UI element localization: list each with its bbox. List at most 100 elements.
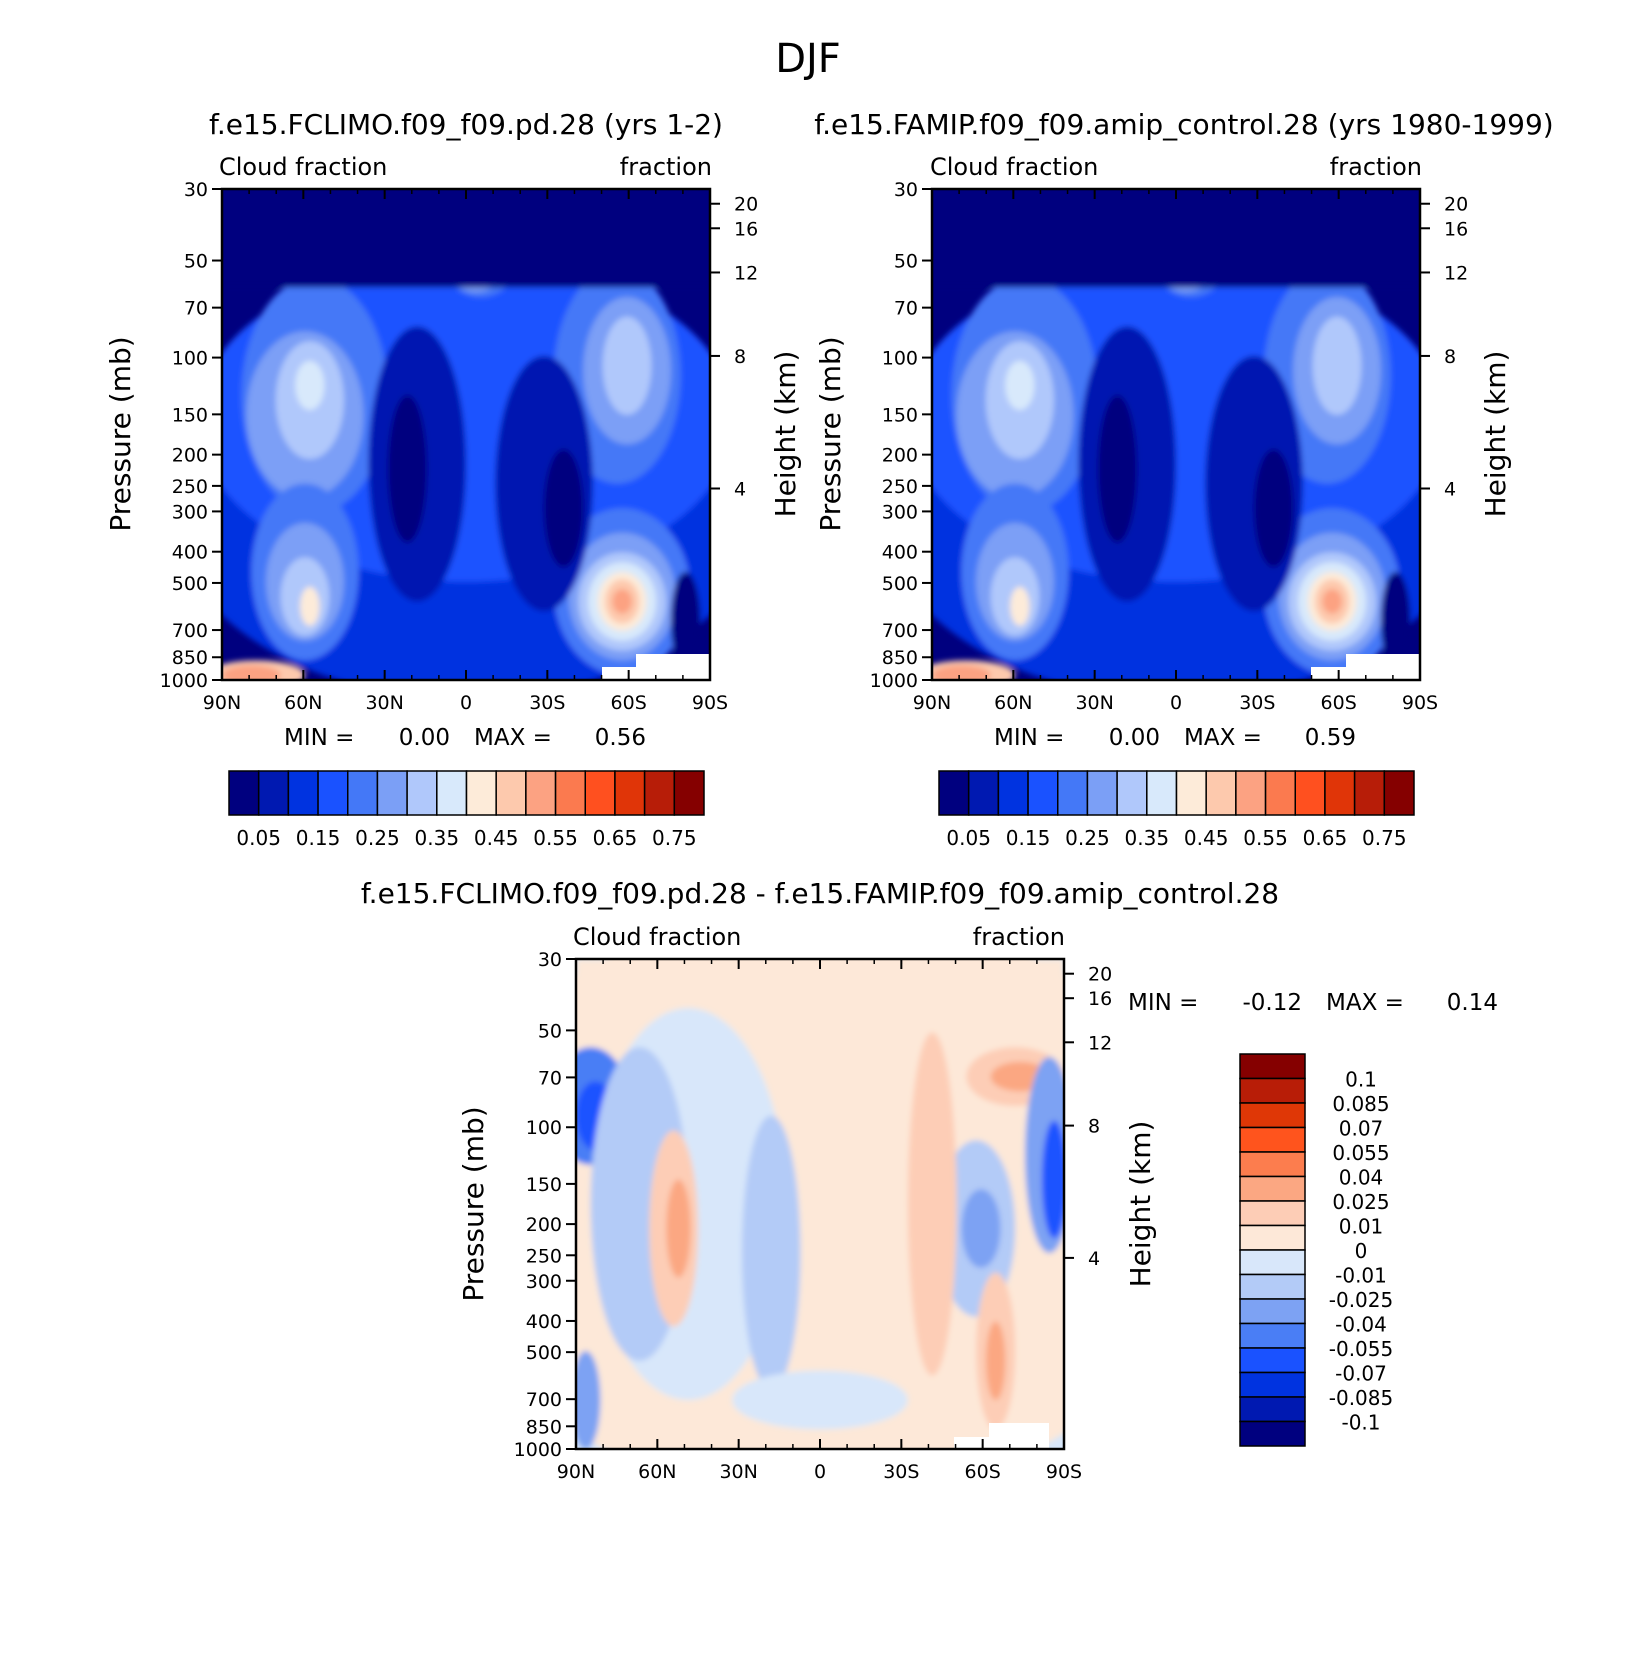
colorbar-label: 0.55 [533,826,578,850]
colorbar-label: 0.15 [1006,826,1051,850]
y-tick-label: 50 [894,251,918,273]
colorbar-label: 0.45 [474,826,519,850]
contour-region [820,959,918,1449]
contour-region [666,1179,691,1278]
colorbar-swatch [1239,1102,1306,1129]
y-tick-label: 30 [894,179,918,201]
colorbar-swatch [317,770,349,816]
colorbar-swatch [1239,1347,1306,1374]
x-tick-label: 30N [719,1461,757,1483]
colorbar-swatch [1027,770,1059,816]
height-tick-label: 4 [1444,479,1456,501]
colorbar-label: 0.04 [1339,1166,1384,1190]
colorbar-label: 0.35 [1125,826,1170,850]
colorbar-label: 0.05 [946,826,991,850]
colorbar-swatch [938,770,970,816]
y-tick-label: 250 [882,476,918,498]
panel-1: f.e15.FCLIMO.f09_f09.pd.28 (yrs 1-2) Clo… [104,108,802,850]
y-tick-label: 70 [538,1067,562,1089]
height-tick-label: 16 [1088,988,1112,1010]
x-tick-label: 90N [203,692,241,714]
colorbar-swatch [967,770,1000,816]
panel-2-contour-field [932,189,1420,680]
x-tick-label: 60S [611,692,647,714]
colorbar-label: -0.055 [1329,1337,1393,1361]
colorbar-label: -0.07 [1335,1362,1387,1386]
colorbar-swatch [1239,1126,1306,1153]
contour-region [612,589,632,614]
y-tick-label: 100 [882,348,918,370]
colorbar-label: 0.085 [1332,1092,1389,1116]
colorbar-label: 0.25 [1065,826,1110,850]
colorbar-swatch [347,770,379,816]
panel-2-max-label: MAX = [1184,725,1262,751]
panel-2-title: f.e15.FAMIP.f09_f09.amip_control.28 (yrs… [814,108,1553,141]
x-tick-label: 30S [1239,692,1275,714]
x-tick-label: 90S [1402,692,1438,714]
x-tick-label: 30S [529,692,565,714]
panel-1-contour-field [222,189,710,680]
colorbar-swatch [1146,770,1178,816]
x-tick-label: 60N [994,692,1032,714]
height-tick-label: 8 [1444,346,1456,368]
colorbar-label: 0.65 [593,826,638,850]
y-tick-label: 50 [184,251,208,273]
y-tick-label: 70 [184,298,208,320]
x-tick-label: 90S [1046,1461,1082,1483]
panel-3-colorbar: 0.10.0850.070.0550.040.0250.010-0.01-0.0… [1239,1053,1393,1447]
panel-1-colorbar: 0.05 0.15 0.25 0.35 0.45 0.55 0.65 0.75 [228,770,705,850]
y-tick-label: 700 [882,620,918,642]
panel-1-min-label: MIN = [284,725,354,751]
y-tick-label: 30 [184,179,208,201]
height-tick-label: 20 [1088,964,1112,986]
height-tick-label: 16 [1444,218,1468,240]
colorbar-swatch [584,770,616,816]
colorbar-label: 0 [1355,1239,1368,1263]
x-tick-label: 60S [1321,692,1357,714]
panel-1-missing-data [636,654,710,680]
y-tick-label: 1000 [160,670,208,692]
colorbar-label: -0.1 [1341,1411,1380,1435]
panel-1-title: f.e15.FCLIMO.f09_f09.pd.28 (yrs 1-2) [209,108,723,141]
x-tick-label: 90S [692,692,728,714]
panel-2-max-value: 0.59 [1305,725,1356,751]
colorbar-swatch [1239,1200,1306,1227]
contour-region [1005,360,1035,410]
height-tick-label: 12 [1444,262,1468,284]
contour-region [732,1370,908,1430]
y-tick-label: 300 [172,501,208,523]
x-tick-label: 30S [883,1461,919,1483]
panel-2-missing-data-2 [1311,667,1346,680]
height-tick-label: 8 [734,346,746,368]
x-tick-label: 90N [913,692,951,714]
y-tick-label: 400 [172,542,208,564]
height-tick-label: 12 [1088,1032,1112,1054]
x-tick-label: 30N [1075,692,1113,714]
height-tick-label: 16 [734,218,758,240]
colorbar-swatch [1057,770,1089,816]
y-tick-label: 250 [526,1245,562,1267]
contour-region [300,586,320,626]
colorbar-swatch [1239,1053,1306,1080]
y-tick-label: 200 [172,445,208,467]
panel-2-ylabel: Pressure (mb) [814,336,847,531]
panel-3-contour-field [576,959,1064,1449]
y-tick-label: 500 [172,573,208,595]
colorbar-swatch [1383,770,1415,816]
contour-region [1380,571,1411,671]
panel-3-min-label: MIN = [1128,990,1198,1016]
colorbar-label: -0.04 [1335,1313,1387,1337]
contour-region [222,665,281,680]
y-tick-label: 70 [894,298,918,320]
panel-3-max-label: MAX = [1326,990,1404,1016]
y-tick-label: 30 [538,949,562,971]
y-tick-label: 250 [172,476,208,498]
panel-1-right-string: fraction [620,153,712,181]
colorbar-swatch [554,770,586,816]
panel-1-max-value: 0.56 [595,725,646,751]
panel-3: f.e15.FCLIMO.f09_f09.pd.28 - f.e15.FAMIP… [361,877,1498,1483]
panel-3-missing-data [989,1423,1049,1449]
colorbar-label: 0.75 [1362,826,1407,850]
panel-1-axes: 90N 60N 30N 0 30S 60S 90S 30 50 70 100 150 200 250 300… [160,179,759,714]
y-tick-label: 300 [526,1271,562,1293]
